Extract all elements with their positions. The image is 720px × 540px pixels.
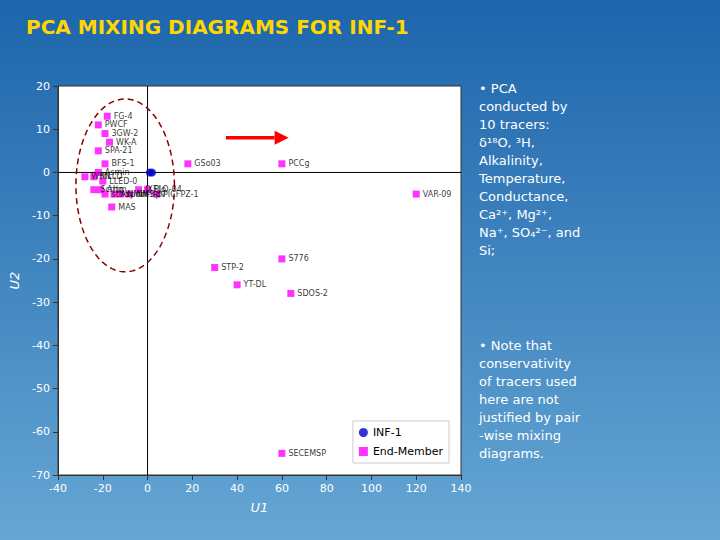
svg-text:-60: -60 (32, 425, 50, 438)
svg-text:PWCF: PWCF (105, 120, 128, 129)
svg-text:120: 120 (406, 482, 427, 495)
svg-text:Temperature,: Temperature, (478, 171, 565, 186)
svg-text:80: 80 (320, 482, 334, 495)
svg-text:conservativity: conservativity (479, 356, 571, 371)
svg-text:Na⁺, SO₄²⁻, and: Na⁺, SO₄²⁻, and (479, 225, 580, 240)
svg-text:-40: -40 (32, 339, 50, 352)
svg-text:SDOS-2: SDOS-2 (297, 289, 328, 298)
svg-text:Si;: Si; (479, 243, 495, 258)
svg-text:Plo: Plo (154, 185, 166, 195)
svg-text:-10: -10 (32, 209, 50, 222)
svg-text:PICFPZ-1: PICFPZ-1 (163, 190, 199, 199)
svg-text:-70: -70 (32, 469, 50, 482)
svg-text:-wise mixing: -wise mixing (479, 428, 561, 443)
svg-text:PCCg: PCCg (288, 159, 309, 168)
svg-text:WK-A: WK-A (116, 138, 137, 147)
svg-text:0: 0 (43, 166, 50, 179)
svg-text:SPA-21: SPA-21 (105, 146, 133, 155)
svg-text:LLED-0: LLED-0 (109, 177, 137, 186)
svg-text:60: 60 (275, 482, 289, 495)
svg-text:10: 10 (36, 123, 50, 136)
svg-text:justified by pair: justified by pair (478, 410, 581, 425)
svg-text:Alkalinity,: Alkalinity, (479, 153, 543, 168)
svg-text:SECEMSP: SECEMSP (288, 449, 326, 458)
svg-text:diagrams.: diagrams. (479, 446, 544, 461)
svg-text:• Note that: • Note that (479, 338, 552, 353)
svg-text:INF-1: INF-1 (373, 426, 402, 439)
svg-text:Ca²⁺, Mg²⁺,: Ca²⁺, Mg²⁺, (479, 207, 552, 222)
svg-text:YT-DL: YT-DL (243, 280, 267, 289)
svg-text:-20: -20 (32, 252, 50, 265)
svg-text:0: 0 (144, 482, 151, 495)
svg-text:20: 20 (36, 80, 50, 93)
svg-text:MAS: MAS (118, 203, 135, 212)
svg-text:VAR-09: VAR-09 (423, 190, 452, 199)
svg-text:U2: U2 (7, 272, 22, 290)
svg-text:-30: -30 (32, 296, 50, 309)
svg-text:140: 140 (451, 482, 472, 495)
svg-text:U1: U1 (251, 500, 269, 515)
svg-text:-50: -50 (32, 382, 50, 395)
svg-text:STP-2: STP-2 (221, 263, 244, 272)
svg-text:10 tracers:: 10 tracers: (479, 117, 550, 132)
svg-text:FG-4: FG-4 (114, 112, 133, 121)
svg-text:GSo03: GSo03 (194, 159, 220, 168)
svg-text:• PCA: • PCA (479, 81, 517, 96)
svg-text:-40: -40 (49, 482, 67, 495)
svg-text:conducted by: conducted by (479, 99, 568, 114)
svg-text:3GW-2: 3GW-2 (112, 129, 139, 138)
svg-text:here are not: here are not (479, 392, 559, 407)
svg-text:40: 40 (230, 482, 244, 495)
svg-text:End-Member: End-Member (373, 445, 444, 458)
svg-text:S776: S776 (288, 254, 308, 263)
svg-text:of tracers used: of tracers used (479, 374, 577, 389)
svg-text:-20: -20 (94, 482, 112, 495)
svg-text:20: 20 (185, 482, 199, 495)
svg-text:Conductance,: Conductance, (479, 189, 569, 204)
svg-text:BFS-1: BFS-1 (112, 159, 135, 168)
svg-text:δ¹⁸O, ³H,: δ¹⁸O, ³H, (479, 135, 535, 150)
svg-text:PCA MIXING DIAGRAMS FOR INF-1: PCA MIXING DIAGRAMS FOR INF-1 (26, 15, 409, 39)
svg-text:100: 100 (361, 482, 382, 495)
